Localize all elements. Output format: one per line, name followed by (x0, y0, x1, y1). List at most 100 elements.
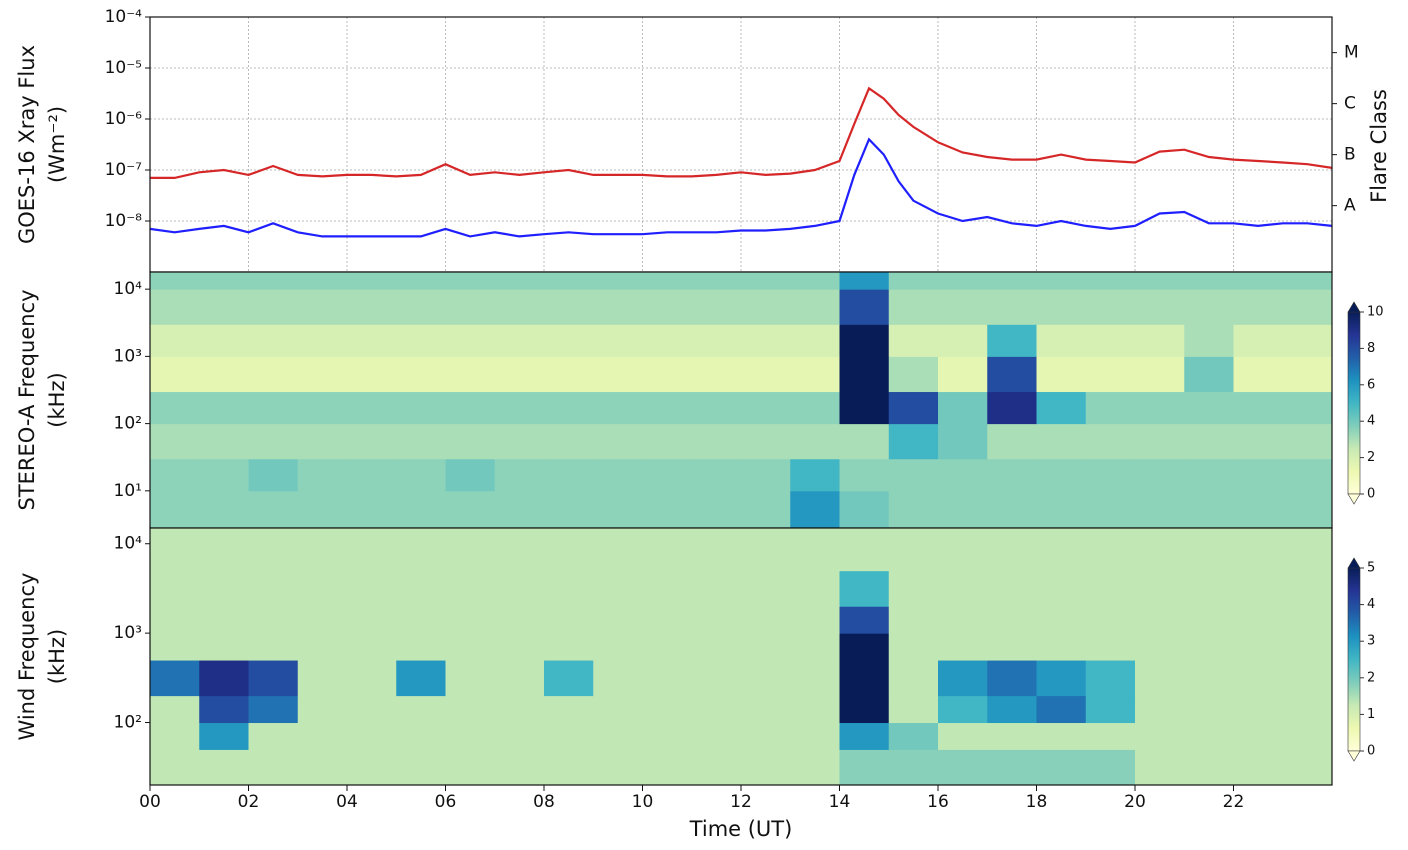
spectrogram-cell (1135, 570, 1185, 607)
spectrogram-cell (642, 490, 693, 529)
spectrogram-cell (494, 695, 545, 724)
spectrogram-cell (396, 660, 446, 697)
spectrogram-cell (593, 423, 643, 460)
spectrogram-cell (593, 490, 643, 529)
spectrogram-cell (1184, 356, 1234, 393)
spectrogram-cell (839, 570, 890, 607)
spectrogram-cell (1036, 570, 1087, 607)
spectrogram-cell (691, 570, 742, 607)
spectrogram-cell (248, 272, 299, 290)
spectrogram-cell (790, 749, 840, 786)
spectrogram-cell (839, 749, 890, 786)
spectrogram-cell (248, 289, 299, 325)
spectrogram-cell (150, 695, 200, 724)
spectrogram-cell (544, 272, 594, 290)
spectrogram-cell (297, 324, 348, 357)
y-tick-label: 10⁴ (114, 279, 143, 299)
spectrogram-cell (839, 289, 890, 325)
spectrogram-cell (199, 272, 249, 290)
spectrogram-cell (494, 606, 545, 634)
spectrogram-cell (1184, 570, 1234, 607)
spectrogram-cell (987, 722, 1037, 750)
spectrogram-cell (199, 660, 249, 697)
spectrogram-cell (150, 289, 200, 325)
spectrogram-cell (987, 289, 1037, 325)
spectrogram-cell (790, 606, 840, 634)
spectrogram-cell (445, 606, 496, 634)
spectrogram-cell (150, 633, 200, 661)
spectrogram-cell (297, 391, 348, 425)
x-tick-label: 10 (632, 792, 654, 812)
spectrogram-cell (1135, 528, 1185, 572)
spectrogram-cell (445, 324, 496, 357)
spectrogram-cell (642, 458, 693, 492)
spectrogram-cell (248, 458, 299, 492)
spectrogram-cell (691, 660, 742, 697)
spectrogram-cell (790, 423, 840, 460)
spectrogram-cell (544, 391, 594, 425)
spectrogram-cell (938, 606, 988, 634)
spectrogram-cell (1135, 423, 1185, 460)
x-tick-label: 06 (435, 792, 457, 812)
spectrogram-cell (642, 324, 693, 357)
spectrogram-cell (1036, 324, 1087, 357)
spectrogram-cell (790, 695, 840, 724)
x-tick-label: 12 (730, 792, 752, 812)
spectrogram-cell (741, 423, 791, 460)
spectrogram-cell (445, 633, 496, 661)
spectrogram-cell (445, 272, 496, 290)
spectrogram-cell (445, 423, 496, 460)
x-tick-label: 14 (829, 792, 851, 812)
spectrogram-cell (445, 391, 496, 425)
spectrogram-cell (248, 528, 299, 572)
spectrogram-cell (938, 423, 988, 460)
spectrogram-cell (888, 749, 939, 786)
spectrogram-cell (248, 606, 299, 634)
spectrogram-cell (741, 289, 791, 325)
spectrogram-cell (297, 490, 348, 529)
x-tick-label: 08 (533, 792, 555, 812)
spectrogram-cell (888, 391, 939, 425)
spectrogram-cell (741, 695, 791, 724)
spectrogram-cell (593, 272, 643, 290)
x-tick-label: 04 (336, 792, 358, 812)
spectrogram-cell (790, 490, 840, 529)
spectrogram-cell (297, 660, 348, 697)
spectrogram-cell (1233, 423, 1284, 460)
colorbar-tick-label: 5 (1367, 561, 1375, 576)
spectrogram-cell (691, 356, 742, 393)
x-tick-label: 00 (139, 792, 161, 812)
spectrogram-cell (1036, 490, 1087, 529)
spectrogram-cell (1184, 695, 1234, 724)
y-axis-label: GOES-16 Xray Flux (15, 45, 39, 244)
spectrogram (150, 272, 1333, 529)
spectrogram-cell (494, 490, 545, 529)
spectrogram-cell (297, 749, 348, 786)
spectrogram-cell (1085, 660, 1136, 697)
spectrogram-cell (1085, 272, 1136, 290)
spectrogram-cell (347, 423, 397, 460)
colorbar-tick-label: 3 (1367, 634, 1375, 649)
spectrogram-cell (1282, 660, 1333, 697)
spectrogram-cell (1036, 289, 1087, 325)
spectrogram-cell (938, 633, 988, 661)
spectrogram-cell (347, 356, 397, 393)
spectrogram-cell (642, 749, 693, 786)
y-tick-label: 10³ (114, 346, 142, 366)
spectrogram-cell (1085, 458, 1136, 492)
spectrogram-cell (1036, 749, 1087, 786)
spectrogram-cell (1282, 356, 1333, 393)
spectrogram-cell (1135, 324, 1185, 357)
spectrogram-cell (987, 606, 1037, 634)
spectrogram-cell (1233, 490, 1284, 529)
spectrogram-cell (691, 458, 742, 492)
spectrogram-cell (888, 722, 939, 750)
spectrogram-cell (1233, 570, 1284, 607)
spectrogram-cell (593, 633, 643, 661)
spectrogram-cell (248, 324, 299, 357)
spectrogram-cell (642, 660, 693, 697)
spectrogram-cell (199, 490, 249, 529)
spectrogram-cell (839, 356, 890, 393)
spectrogram-cell (593, 570, 643, 607)
spectrogram-cell (1184, 749, 1234, 786)
